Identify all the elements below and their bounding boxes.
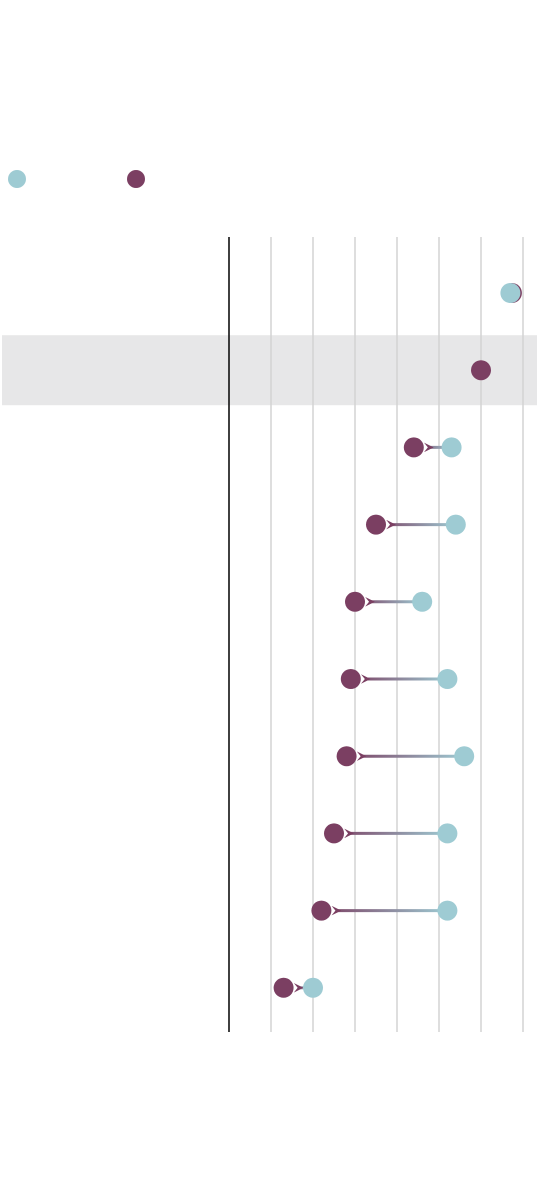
before-dot xyxy=(303,977,323,998)
row-4 xyxy=(366,514,466,535)
row-10 xyxy=(273,977,323,998)
after-dot xyxy=(311,900,332,921)
after-dot xyxy=(345,591,365,612)
after-dot xyxy=(403,437,424,458)
after-dot xyxy=(471,360,491,381)
before-dot xyxy=(445,514,466,535)
before-dot xyxy=(441,437,462,458)
row-8 xyxy=(324,823,458,844)
row-9 xyxy=(311,900,458,921)
legend-before-dot xyxy=(8,170,26,188)
after-dot xyxy=(273,977,294,998)
before-dot xyxy=(437,900,458,921)
legend-after-dot xyxy=(127,170,145,188)
after-dot xyxy=(340,669,361,689)
row-7 xyxy=(336,746,475,767)
after-dot xyxy=(366,514,386,535)
before-dot xyxy=(437,669,458,689)
before-dot xyxy=(500,283,521,303)
after-dot xyxy=(336,746,357,767)
row-2 xyxy=(471,360,491,381)
before-dot xyxy=(454,746,475,767)
after-dot xyxy=(324,823,344,844)
row-1 xyxy=(500,283,522,303)
legend xyxy=(8,170,145,188)
row-5 xyxy=(345,591,433,612)
row-6 xyxy=(340,669,458,689)
highlight-band xyxy=(2,335,537,406)
before-dot xyxy=(412,591,433,612)
row-3 xyxy=(403,437,462,458)
before-dot xyxy=(437,823,458,844)
